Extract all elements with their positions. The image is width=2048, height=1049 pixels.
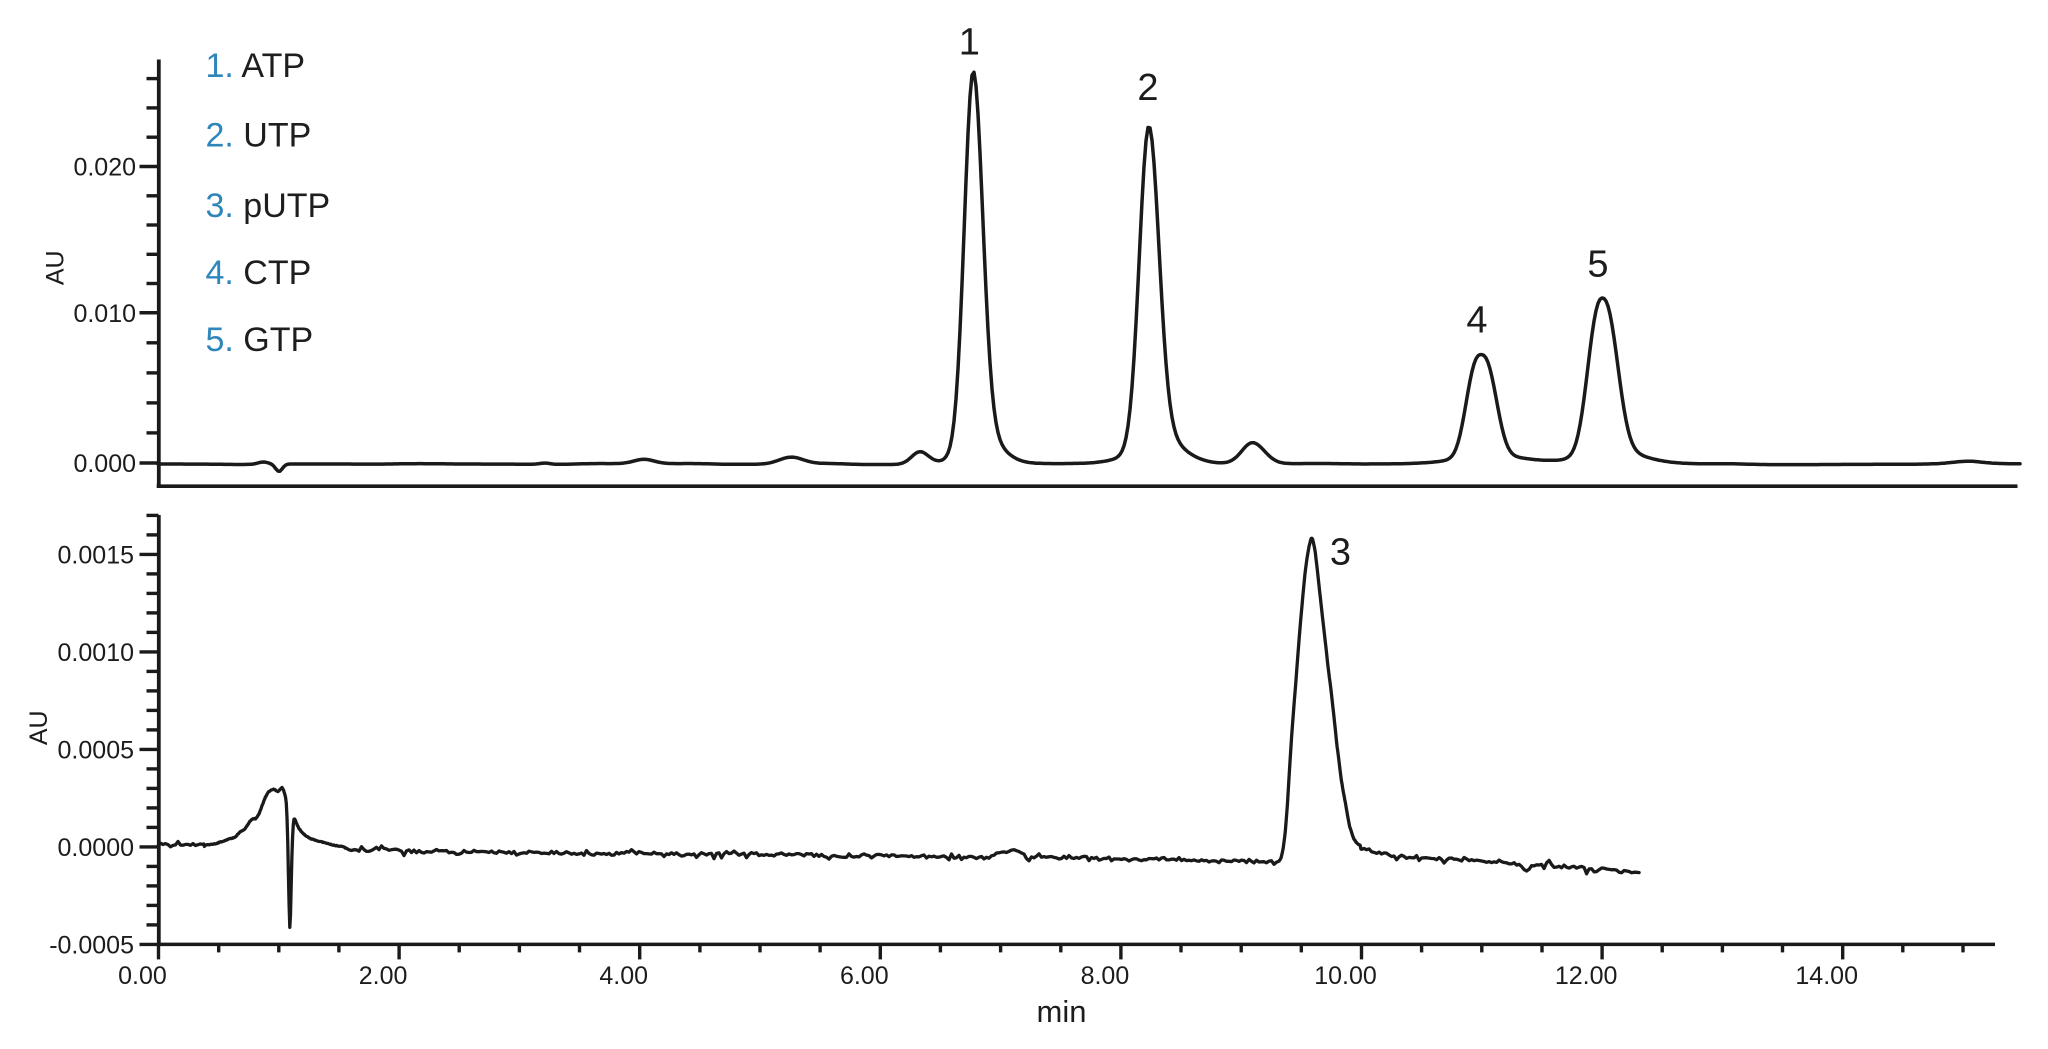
- svg-text:4.00: 4.00: [599, 962, 648, 990]
- svg-text:-0.0005: -0.0005: [49, 931, 134, 959]
- svg-text:2: 2: [1137, 67, 1158, 109]
- svg-text:2. UTP: 2. UTP: [206, 117, 312, 155]
- svg-text:0.020: 0.020: [73, 154, 136, 182]
- svg-text:min: min: [1037, 994, 1087, 1029]
- svg-text:0.0015: 0.0015: [58, 541, 134, 569]
- svg-text:0.0005: 0.0005: [58, 736, 134, 764]
- svg-text:5: 5: [1587, 244, 1608, 286]
- svg-text:0.0000: 0.0000: [58, 834, 134, 862]
- svg-text:12.00: 12.00: [1555, 962, 1618, 990]
- svg-text:3. pUTP: 3. pUTP: [206, 187, 331, 225]
- svg-text:2.00: 2.00: [359, 962, 408, 990]
- svg-text:0.0010: 0.0010: [58, 639, 134, 667]
- svg-text:4. CTP: 4. CTP: [206, 254, 312, 292]
- svg-text:AU: AU: [42, 250, 70, 285]
- svg-text:1: 1: [959, 22, 980, 64]
- svg-text:0.00: 0.00: [118, 962, 167, 990]
- svg-text:14.00: 14.00: [1795, 962, 1858, 990]
- svg-text:6.00: 6.00: [840, 962, 889, 990]
- svg-text:AU: AU: [25, 710, 53, 745]
- svg-text:10.00: 10.00: [1314, 962, 1377, 990]
- svg-text:5. GTP: 5. GTP: [206, 321, 314, 359]
- svg-text:0.000: 0.000: [73, 450, 136, 478]
- svg-text:8.00: 8.00: [1081, 962, 1130, 990]
- svg-text:0.010: 0.010: [73, 300, 136, 328]
- svg-text:3: 3: [1330, 531, 1351, 573]
- svg-text:1. ATP: 1. ATP: [206, 47, 306, 85]
- svg-text:4: 4: [1466, 300, 1487, 342]
